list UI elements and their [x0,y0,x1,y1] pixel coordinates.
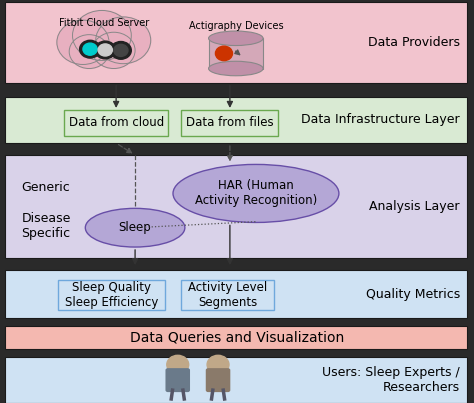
Ellipse shape [85,208,185,247]
Text: Sleep Quality
Sleep Efficiency: Sleep Quality Sleep Efficiency [65,281,158,309]
Text: Sleep: Sleep [118,221,152,234]
Text: Data from files: Data from files [186,116,273,129]
Text: Generic: Generic [21,181,70,194]
Text: Fitbit Cloud Server: Fitbit Cloud Server [59,18,149,28]
Text: Data Infrastructure Layer: Data Infrastructure Layer [301,113,460,126]
FancyBboxPatch shape [209,38,263,69]
FancyBboxPatch shape [5,155,467,258]
FancyBboxPatch shape [165,368,190,392]
Circle shape [69,35,109,69]
Circle shape [83,43,97,55]
Text: Data Providers: Data Providers [368,36,460,49]
FancyBboxPatch shape [5,270,467,318]
FancyBboxPatch shape [64,110,168,136]
Text: Activity Level
Segments: Activity Level Segments [188,281,267,309]
Circle shape [96,17,151,64]
Text: Data Queries and Visualization: Data Queries and Visualization [130,330,344,344]
FancyBboxPatch shape [5,97,467,143]
FancyBboxPatch shape [5,357,467,403]
Text: Users: Sleep Experts /
Researchers: Users: Sleep Experts / Researchers [322,366,460,394]
Ellipse shape [173,164,339,222]
FancyBboxPatch shape [181,280,273,310]
Circle shape [80,40,100,58]
Circle shape [92,32,135,69]
FancyBboxPatch shape [5,2,467,83]
Circle shape [110,42,131,59]
Text: HAR (Human
Activity Recognition): HAR (Human Activity Recognition) [195,179,317,208]
Circle shape [167,355,189,374]
FancyBboxPatch shape [181,110,278,136]
Circle shape [95,41,116,59]
Text: Quality Metrics: Quality Metrics [365,288,460,301]
Circle shape [98,44,112,56]
Circle shape [114,44,128,56]
Text: Data from cloud: Data from cloud [69,116,164,129]
Text: Actigraphy Devices: Actigraphy Devices [189,21,283,31]
Text: Disease
Specific: Disease Specific [21,212,71,240]
Circle shape [215,46,232,61]
Circle shape [73,10,131,60]
FancyBboxPatch shape [5,326,467,349]
Circle shape [57,20,109,64]
FancyBboxPatch shape [206,368,230,392]
Ellipse shape [209,61,263,76]
Ellipse shape [209,31,263,46]
Text: Analysis Layer: Analysis Layer [369,200,460,213]
Circle shape [207,355,229,374]
FancyBboxPatch shape [58,280,165,310]
